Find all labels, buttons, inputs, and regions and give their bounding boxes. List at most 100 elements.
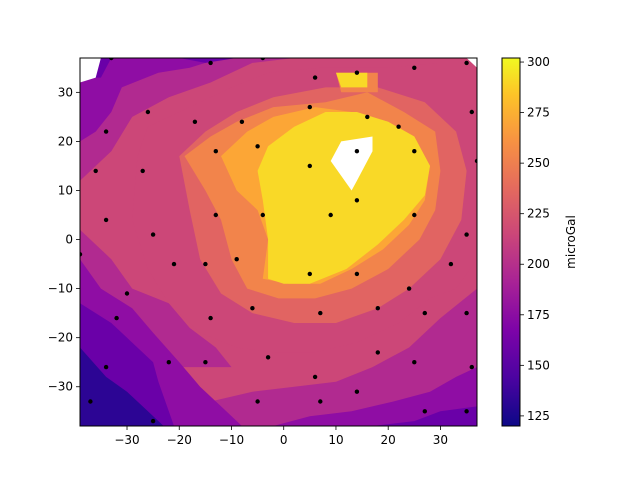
contour-band-3-8 xyxy=(80,58,295,181)
sample-point-55 xyxy=(469,364,474,370)
sample-point-58 xyxy=(214,429,218,433)
sample-point-30 xyxy=(412,212,417,218)
colorbar-frame xyxy=(501,57,521,427)
sample-points xyxy=(80,51,477,433)
colorbar-tick-label-3: 200 xyxy=(527,257,550,271)
colorbar-tick-label-7: 300 xyxy=(527,55,550,69)
sample-point-26 xyxy=(213,212,218,218)
colorbar-label: microGal xyxy=(564,215,578,269)
sample-point-35 xyxy=(234,257,239,262)
y-axis: −30 −20 −10 0 10 20 30 xyxy=(48,85,80,394)
sample-point-57 xyxy=(150,418,156,424)
sample-point-10 xyxy=(192,119,198,125)
y-tick-label-6: 30 xyxy=(58,85,73,99)
sample-point-19 xyxy=(255,144,260,149)
sample-point-33 xyxy=(171,261,177,267)
y-tick-label-0: −30 xyxy=(48,380,73,394)
sample-point-48 xyxy=(103,364,109,370)
blank-region-2 xyxy=(466,58,477,68)
sample-point-47 xyxy=(464,310,469,316)
y-tick-label-3: 0 xyxy=(65,233,73,247)
contour-band-3-9 xyxy=(142,288,477,426)
sample-point-8 xyxy=(103,129,109,134)
sample-point-56 xyxy=(88,399,93,404)
sample-point-22 xyxy=(412,149,417,154)
sample-point-28 xyxy=(328,212,333,218)
sample-point-39 xyxy=(448,261,454,267)
x-tick-label-6: 30 xyxy=(433,433,448,447)
colorbar-tick-label-0: 125 xyxy=(527,409,550,423)
sample-point-13 xyxy=(365,114,370,120)
sample-point-17 xyxy=(140,168,145,174)
sample-point-9 xyxy=(145,109,151,115)
sample-point-45 xyxy=(375,306,380,311)
sample-point-1 xyxy=(151,51,155,55)
sample-point-63 xyxy=(464,409,469,414)
y-tick-label-4: 10 xyxy=(58,183,73,197)
sample-point-41 xyxy=(114,315,119,321)
x-tick-label-5: 20 xyxy=(381,433,396,447)
contour-band-1-3 xyxy=(179,58,237,63)
sample-point-46 xyxy=(422,310,427,316)
sample-point-59 xyxy=(255,399,260,404)
sample-point-2 xyxy=(208,60,213,66)
sample-point-16 xyxy=(93,168,98,174)
colorbar-tick-label-4: 225 xyxy=(527,207,550,221)
sample-point-60 xyxy=(318,399,323,404)
sample-point-23 xyxy=(474,158,477,164)
sample-point-53 xyxy=(375,350,380,355)
sample-point-37 xyxy=(354,271,360,277)
sample-point-7 xyxy=(464,60,469,66)
sample-point-43 xyxy=(250,306,255,311)
sample-point-4 xyxy=(312,75,318,80)
sample-point-14 xyxy=(396,124,401,129)
y-tick-label-1: −20 xyxy=(48,331,73,345)
sample-point-27 xyxy=(260,212,265,218)
contour-band-8-17 xyxy=(336,72,368,88)
sample-point-49 xyxy=(166,360,171,365)
contour-band-8-16 xyxy=(257,112,430,284)
colorbar-tick-label-6: 275 xyxy=(527,106,550,120)
sample-point-61 xyxy=(354,389,360,394)
sample-point-44 xyxy=(318,310,323,316)
sample-point-12 xyxy=(307,104,312,110)
sample-point-6 xyxy=(412,65,417,71)
sample-point-24 xyxy=(103,217,109,223)
sample-point-3 xyxy=(260,58,265,61)
x-axis: −30 −20 −10 0 10 20 30 xyxy=(114,426,448,447)
sample-point-20 xyxy=(307,163,312,169)
contour-band-2-5 xyxy=(80,58,221,142)
contour-band-0-0 xyxy=(80,347,164,426)
x-tick-label-4: 10 xyxy=(328,433,343,447)
colorbar: 125 150 175 200 225 250 275 300 microGal xyxy=(501,55,578,427)
sample-point-52 xyxy=(312,374,318,380)
sample-point-25 xyxy=(150,232,156,237)
sample-point-29 xyxy=(354,198,360,203)
sample-point-54 xyxy=(412,360,417,365)
sample-point-62 xyxy=(422,409,427,414)
sample-point-0 xyxy=(109,58,114,61)
plot-area xyxy=(80,51,477,433)
sample-point-31 xyxy=(464,232,469,237)
colorbar-gradient xyxy=(502,58,520,426)
sample-point-5 xyxy=(354,70,360,75)
sample-point-38 xyxy=(406,286,412,291)
y-tick-label-2: −10 xyxy=(48,282,73,296)
x-tick-label-1: −20 xyxy=(167,433,192,447)
sample-point-11 xyxy=(239,119,245,125)
x-tick-label-3: 0 xyxy=(280,433,288,447)
sample-point-32 xyxy=(80,252,83,257)
sample-point-15 xyxy=(469,109,474,115)
y-tick-label-5: 20 xyxy=(58,134,73,148)
sample-point-40 xyxy=(124,291,130,296)
sample-point-36 xyxy=(307,271,312,277)
sample-point-50 xyxy=(203,360,208,365)
colorbar-tick-label-5: 250 xyxy=(527,156,550,170)
colorbar-ticks: 125 150 175 200 225 250 275 300 xyxy=(520,55,550,423)
blank-region-0 xyxy=(330,136,373,191)
contour-fills xyxy=(80,58,477,426)
sample-point-51 xyxy=(265,355,271,360)
x-tick-label-0: −30 xyxy=(114,433,139,447)
blank-regions xyxy=(80,58,477,191)
